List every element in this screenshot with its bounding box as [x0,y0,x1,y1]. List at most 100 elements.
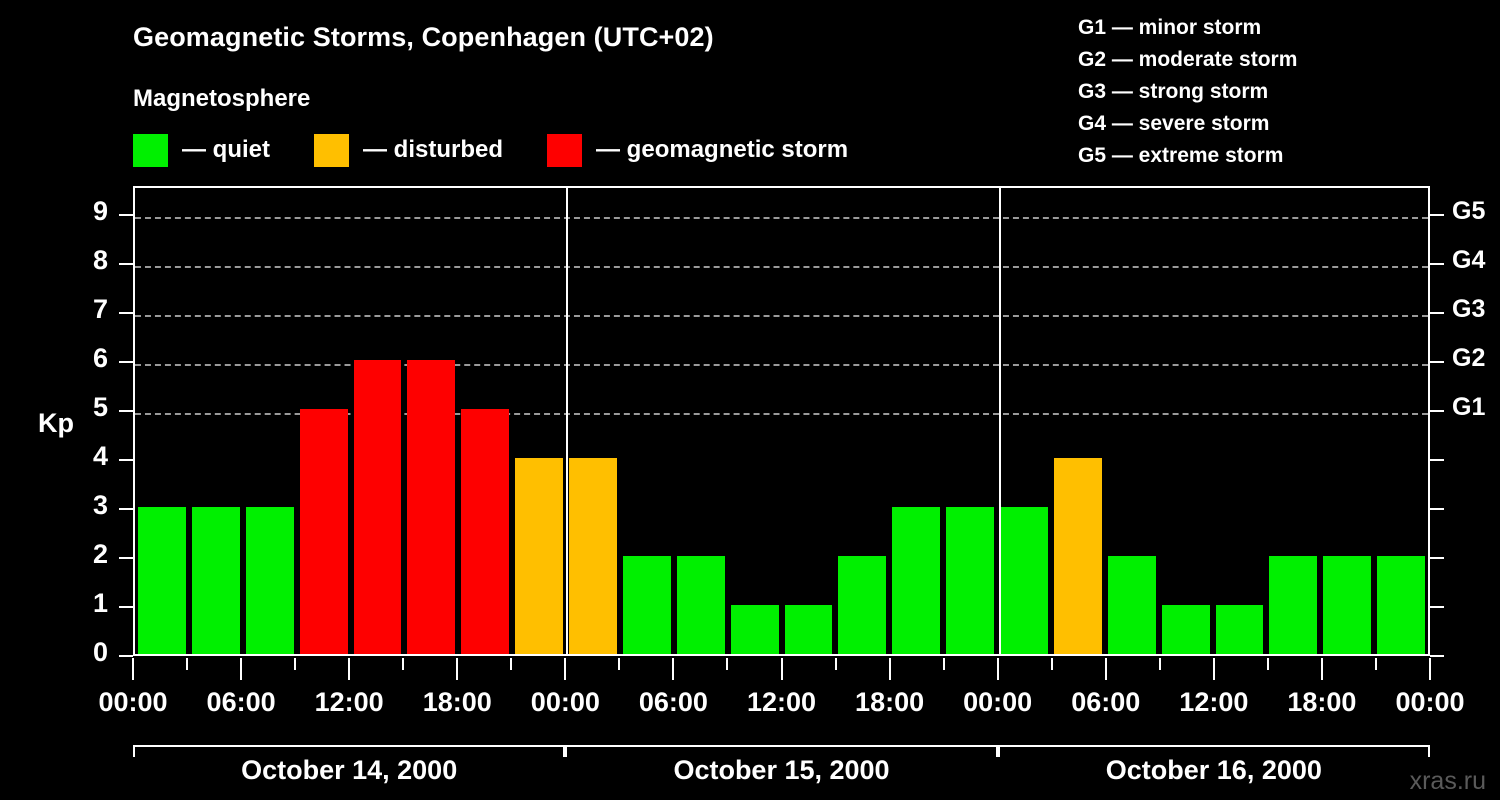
g-scale-row-g5: G5 — extreme storm [1078,144,1284,167]
y-tick-label-0: 0 [92,637,108,667]
bar-slot [728,188,782,654]
x-tick-major [456,658,459,680]
x-tick-minor [726,658,729,670]
right-tick-mark [1430,361,1444,364]
x-tick-label: 06:00 [638,687,708,717]
g-scale-legend: G1 — minor storm G2 — moderate storm G3 … [1078,12,1297,172]
legend-label-quiet: — quiet [182,136,270,163]
day-bracket [133,745,566,757]
x-tick-minor [942,658,945,670]
x-tick-label: 12:00 [314,687,384,717]
bar [1323,556,1372,654]
bar [730,605,779,654]
legend-label-storm: — geomagnetic storm [596,136,849,163]
right-tick-label-G5: G5 [1452,197,1486,226]
bar-slot [458,188,512,654]
bar-slot [1320,188,1374,654]
bar [1053,458,1102,654]
right-tick-mark [1430,263,1444,266]
x-tick-label: 00:00 [98,687,168,717]
bar-series [135,188,1428,654]
bar-slot [404,188,458,654]
bar-slot [243,188,297,654]
y-tick-label-9: 9 [92,196,108,227]
right-minor-tick [1430,606,1444,609]
bar [946,507,994,654]
bar-slot [189,188,243,654]
x-tick-major [1320,658,1323,680]
y-tick-label-1: 1 [92,588,108,619]
legend-swatch-storm [547,133,583,167]
y-tick-mark [119,263,133,266]
g-scale-row-g1: G1 — minor storm [1078,16,1262,39]
x-tick-major [1104,658,1107,680]
y-tick-label-3: 3 [92,490,108,521]
x-tick-major [348,658,351,680]
x-tick-minor [834,658,837,670]
gridline-kp-8 [135,266,1428,269]
x-tick-minor [402,658,405,670]
right-tick-label-G1: G1 [1452,393,1486,422]
bar-slot [1105,188,1159,654]
gridline-kp-6 [135,364,1428,367]
y-tick-label-7: 7 [92,294,108,325]
bar-slot [566,188,620,654]
right-tick-mark [1430,312,1444,315]
x-tick-label: 00:00 [963,687,1033,717]
x-tick-major [888,658,891,680]
gridline-kp-5 [135,413,1428,416]
legend-item-disturbed: — disturbed [314,133,504,167]
y-tick-mark [119,655,133,657]
bar [1269,556,1318,654]
bar [353,360,402,654]
x-tick-label: 12:00 [1179,687,1249,717]
right-tick-label-G2: G2 [1452,344,1486,373]
y-tick-mark [119,214,133,217]
y-tick-mark [119,410,133,413]
right-minor-tick [1430,557,1444,560]
bar [515,458,563,654]
x-tick-label: 18:00 [1287,687,1357,717]
legend-swatch-quiet [133,133,168,167]
x-tick-label: 12:00 [746,687,817,717]
day-label: October 16, 2000 [1105,755,1322,785]
bar [1161,605,1210,654]
x-tick-label: 00:00 [1395,687,1465,717]
y-tick-mark [119,557,133,560]
gridline-kp-9 [135,217,1428,220]
g-scale-row-g4: G4 — severe storm [1078,112,1270,135]
bar [245,507,294,654]
bar-slot [1374,188,1428,654]
x-tick-major [132,658,134,680]
right-tick-label-G3: G3 [1452,295,1486,324]
bar-slot [351,188,405,654]
day-bracket [565,745,998,757]
x-tick-major [996,658,999,680]
x-tick-minor [1374,658,1377,670]
bar [838,556,887,654]
x-tick-label: 06:00 [1071,687,1141,717]
legend-label-disturbed: — disturbed [363,136,504,163]
bar [138,507,186,654]
x-tick-major [564,658,567,680]
bar-slot [997,188,1051,654]
y-tick-label-8: 8 [92,245,108,276]
color-legend: — quiet — disturbed — geomagnetic storm [133,132,892,168]
x-tick-minor [618,658,621,670]
y-tick-label-5: 5 [92,392,108,423]
g-scale-row-g2: G2 — moderate storm [1078,48,1298,71]
right-minor-tick [1430,508,1444,511]
day-label: October 14, 2000 [241,755,458,785]
bar [191,507,240,654]
g-scale-row-g3: G3 — strong storm [1078,80,1269,103]
bar-slot [889,188,943,654]
right-minor-tick [1430,655,1444,657]
legend-item-quiet: — quiet [133,133,270,167]
legend-swatch-disturbed [314,133,349,167]
bar-slot [135,188,189,654]
bar-slot [943,188,997,654]
x-tick-label: 18:00 [855,687,925,717]
x-tick-label: 00:00 [530,687,600,717]
bar [1215,605,1264,654]
y-tick-label-4: 4 [92,441,108,472]
